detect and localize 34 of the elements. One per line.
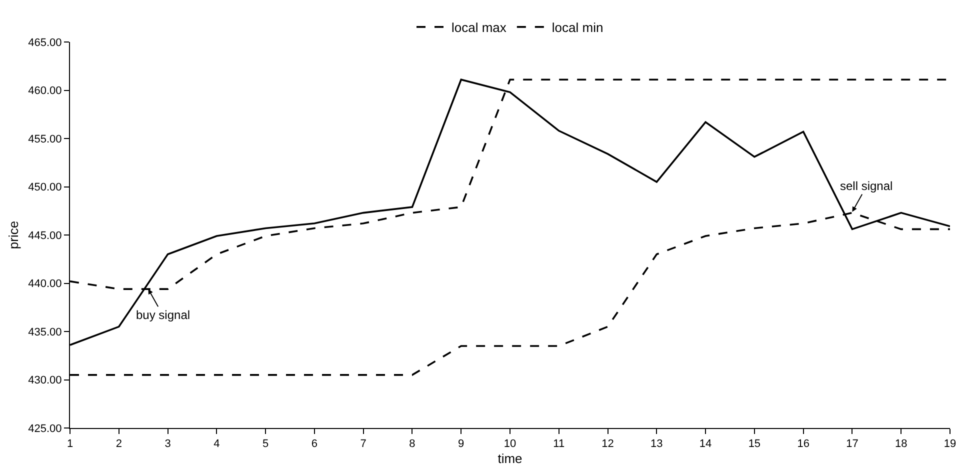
y-tick-label: 450.00 [28,182,62,194]
x-tick-label: 10 [504,438,516,450]
x-tick-label: 16 [797,438,810,450]
x-tick-label: 2 [116,438,122,450]
x-tick-label: 7 [360,438,366,450]
x-tick-label: 18 [894,438,908,450]
x-tick-label: 8 [409,438,416,450]
y-axis-title: price [6,220,22,250]
y-tick-label: 425.00 [28,422,62,435]
x-tick-label: 12 [602,438,614,450]
y-tick-label: 430.00 [28,374,62,387]
x-tick-label: 19 [944,438,956,450]
x-tick-label: 15 [748,438,761,450]
x-tick-label: 6 [311,438,318,450]
y-tick-label: 455.00 [28,133,62,146]
x-tick-label: 17 [846,438,858,450]
x-tick-label: 3 [164,438,171,450]
annotation: buy signal [136,308,190,322]
annotation: sell signal [840,179,893,193]
y-tick-label: 440.00 [28,278,62,290]
y-tick-label: 465.00 [28,36,62,49]
y-tick-label: 445.00 [28,230,62,242]
x-tick-label: 14 [699,438,712,450]
x-axis-title: time [498,450,522,466]
legend-label: local max [452,20,507,36]
y-tick-label: 435.00 [28,326,62,338]
x-tick-label: 1 [66,438,74,450]
x-tick-label: 11 [553,438,565,450]
x-tick-label: 4 [214,438,220,450]
y-tick-label: 460.00 [28,85,62,98]
x-tick-label: 5 [262,438,269,450]
legend-label: local min [552,20,604,36]
x-tick-label: 9 [458,438,464,450]
x-tick-label: 13 [650,438,663,450]
